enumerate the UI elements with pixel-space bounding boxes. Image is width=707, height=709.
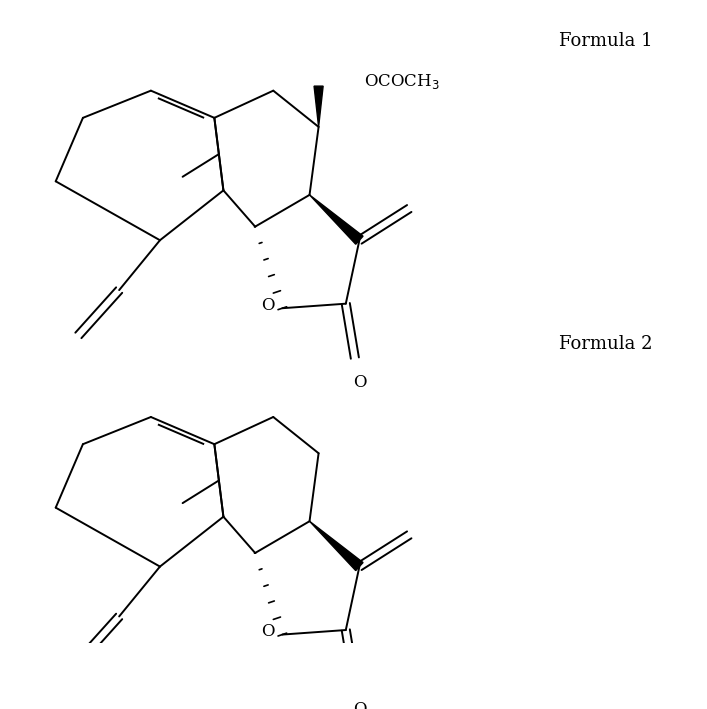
Text: O: O [353,374,366,391]
Polygon shape [310,195,363,245]
Text: O: O [262,297,275,314]
Text: O: O [262,623,275,640]
Text: O: O [353,700,366,709]
Polygon shape [314,86,323,127]
Text: Formula 2: Formula 2 [559,335,653,354]
Text: Formula 1: Formula 1 [559,32,653,50]
Polygon shape [310,521,363,571]
Text: OCOCH$_3$: OCOCH$_3$ [364,72,440,91]
